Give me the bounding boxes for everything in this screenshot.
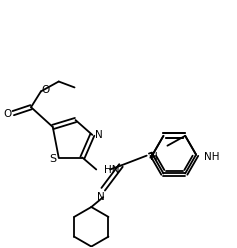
Text: O: O	[3, 109, 11, 119]
Text: NH: NH	[204, 152, 219, 162]
Text: N: N	[150, 152, 157, 162]
Text: HN: HN	[104, 165, 120, 175]
Text: S: S	[49, 154, 56, 164]
Text: N: N	[95, 130, 103, 140]
Text: N: N	[97, 192, 105, 202]
Text: O: O	[42, 85, 50, 95]
